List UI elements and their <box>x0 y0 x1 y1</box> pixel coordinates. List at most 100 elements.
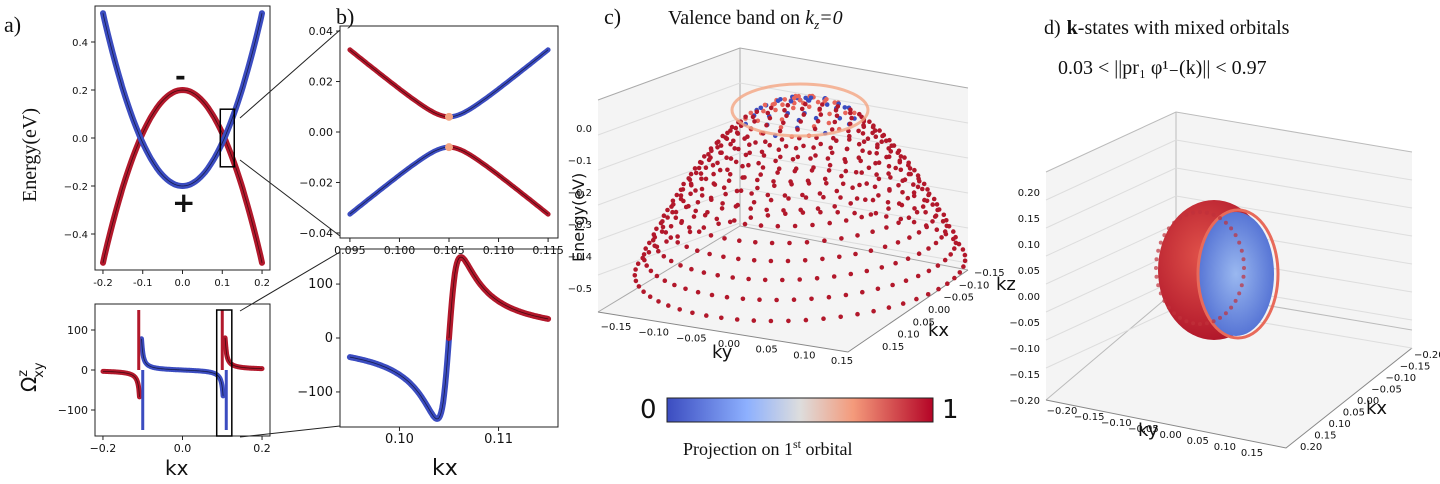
dome-point <box>742 175 747 180</box>
dome-point <box>640 255 645 261</box>
x-tick-label: 0.095 <box>334 244 366 257</box>
y-tick-label: 0 <box>325 331 333 346</box>
y-tick-label: 0.0 <box>72 134 88 145</box>
dome-point <box>820 102 825 107</box>
dome-point <box>731 138 736 144</box>
panel-a-plot: -0.2 -0.1 0.0 0.1 0.2 −0.4 −0.2 0.0 0.2 0.4 <box>64 10 270 289</box>
panel-c-label: c) <box>604 4 621 29</box>
shell-point <box>1233 233 1238 238</box>
dome-point <box>839 236 844 241</box>
dome-point <box>660 224 666 230</box>
colorbar-min: 0 <box>640 395 657 425</box>
dome-point <box>668 258 674 264</box>
dome-point <box>804 240 810 245</box>
dome-point <box>761 108 766 114</box>
dome-point <box>704 313 709 318</box>
dome-point <box>710 163 716 168</box>
dome-point <box>692 166 698 171</box>
dome-point <box>736 146 741 152</box>
z-tick-label: −0.20 <box>1009 396 1040 407</box>
panel-b-plot: 0.095 0.100 0.105 0.110 0.115 −0.04 −0.02 0.00 0… <box>299 25 564 257</box>
x-tick-label: −0.05 <box>943 293 974 304</box>
y-tick-label: 0.00 <box>1159 430 1181 441</box>
dome-point <box>768 258 774 264</box>
dome-point <box>838 195 843 200</box>
dome-point <box>774 297 779 303</box>
dome-point <box>688 191 693 197</box>
dome-point <box>765 110 771 116</box>
lower-branch-blue <box>347 144 452 217</box>
shell-inner-blue <box>1198 212 1274 336</box>
dome-point <box>911 219 917 225</box>
berry-zoom-blue <box>346 335 452 422</box>
dome-point <box>832 119 838 125</box>
dome-point <box>856 128 861 134</box>
dome-point <box>748 110 754 116</box>
dome-point <box>746 162 751 168</box>
dome-point <box>661 253 667 259</box>
z-tick-label: −0.5 <box>568 284 592 295</box>
shell-point <box>1172 311 1177 316</box>
dome-point <box>930 202 935 207</box>
shell-point <box>1198 322 1202 326</box>
dome-point <box>898 167 904 173</box>
dome-point <box>893 165 898 171</box>
dome-point <box>915 273 921 279</box>
dome-point <box>898 154 904 159</box>
grid-line <box>1045 251 1177 313</box>
dome-point <box>886 171 891 176</box>
dome-point <box>689 266 694 272</box>
dome-point <box>831 274 837 279</box>
dome-point <box>837 254 842 260</box>
dome-point <box>861 124 867 130</box>
box-floor-edge <box>597 269 969 353</box>
dome-point <box>675 240 680 245</box>
panel-c-3d-plot: 0.0−0.1−0.2−0.3−0.4−0.5−0.15−0.10−0.050.… <box>568 47 1005 367</box>
dome-point <box>699 176 704 182</box>
dome-point <box>751 258 757 263</box>
dome-point <box>709 148 714 154</box>
dome-point <box>903 278 909 284</box>
dome-point <box>827 111 832 117</box>
dome-point <box>946 224 952 229</box>
shell-point <box>1233 298 1238 303</box>
dome-point <box>635 261 641 267</box>
panel-b2-xlabel: kx <box>432 456 458 480</box>
dome-point <box>859 170 864 175</box>
dome-point <box>818 141 823 147</box>
dome-point <box>785 258 791 264</box>
dome-point <box>664 239 669 244</box>
dome-point <box>691 214 697 219</box>
dome-point <box>773 158 778 164</box>
dome-point <box>748 215 754 220</box>
dome-point <box>803 317 809 323</box>
dome-point <box>705 210 710 215</box>
dome-point <box>791 297 797 303</box>
dome-point <box>826 294 832 300</box>
dome-point <box>817 106 822 112</box>
dome-point <box>772 101 777 107</box>
dome-point <box>849 115 854 121</box>
panel-a2-ylabel: Ωzxy <box>16 362 47 392</box>
berry-mid-blue-core <box>141 338 224 396</box>
dome-point <box>687 229 693 235</box>
shell-point <box>1172 220 1177 225</box>
dome-point <box>867 119 872 124</box>
dome-point <box>712 182 718 187</box>
dome-point <box>921 181 927 187</box>
grid-line <box>739 117 969 159</box>
grid-line <box>1175 167 1413 209</box>
dome-point <box>835 104 841 109</box>
y-tick-label: −0.05 <box>1128 424 1159 435</box>
y-tick-label: −0.2 <box>64 182 88 193</box>
dome-point <box>724 294 730 300</box>
y-tick-label: 0 <box>81 364 88 377</box>
dome-point <box>754 109 760 115</box>
y-tick-label: 0.15 <box>831 356 853 367</box>
dome-point <box>908 171 913 177</box>
grid-line <box>1045 195 1177 257</box>
dome-point <box>893 260 898 266</box>
dome-point <box>940 219 946 224</box>
lower-branch-red-core <box>448 146 549 215</box>
dome-point <box>800 210 806 215</box>
